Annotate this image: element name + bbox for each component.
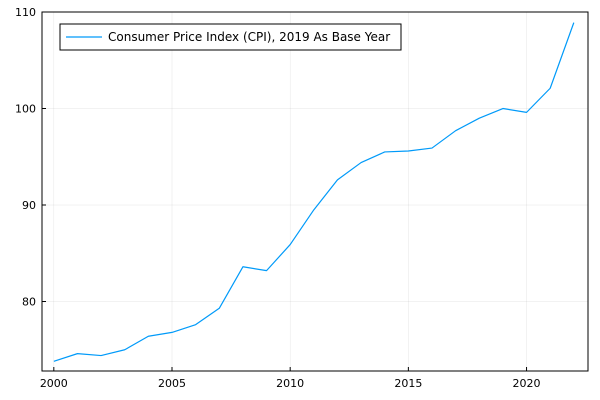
y-tick-label: 90 xyxy=(22,199,36,212)
legend-label: Consumer Price Index (CPI), 2019 As Base… xyxy=(108,30,390,44)
y-tick-label: 80 xyxy=(22,296,36,309)
x-tick-label: 2005 xyxy=(158,377,186,390)
legend: Consumer Price Index (CPI), 2019 As Base… xyxy=(59,23,402,51)
y-tick-label: 100 xyxy=(15,103,36,116)
series-lines xyxy=(53,22,575,362)
plot-frame xyxy=(41,11,589,372)
axis-ticks: 2000 2005 2010 2015 2020 80 90 100 110 xyxy=(15,6,541,390)
x-tick-label: 2015 xyxy=(394,377,422,390)
grid-lines xyxy=(42,11,588,371)
x-tick-label: 2020 xyxy=(513,377,541,390)
legend-box xyxy=(59,23,402,51)
x-tick-label: 2000 xyxy=(40,377,68,390)
x-tick-label: 2010 xyxy=(276,377,304,390)
series-line xyxy=(53,22,575,362)
y-tick-label: 110 xyxy=(15,6,36,19)
